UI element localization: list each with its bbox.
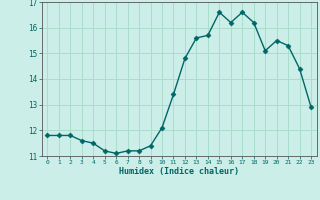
X-axis label: Humidex (Indice chaleur): Humidex (Indice chaleur) xyxy=(119,167,239,176)
